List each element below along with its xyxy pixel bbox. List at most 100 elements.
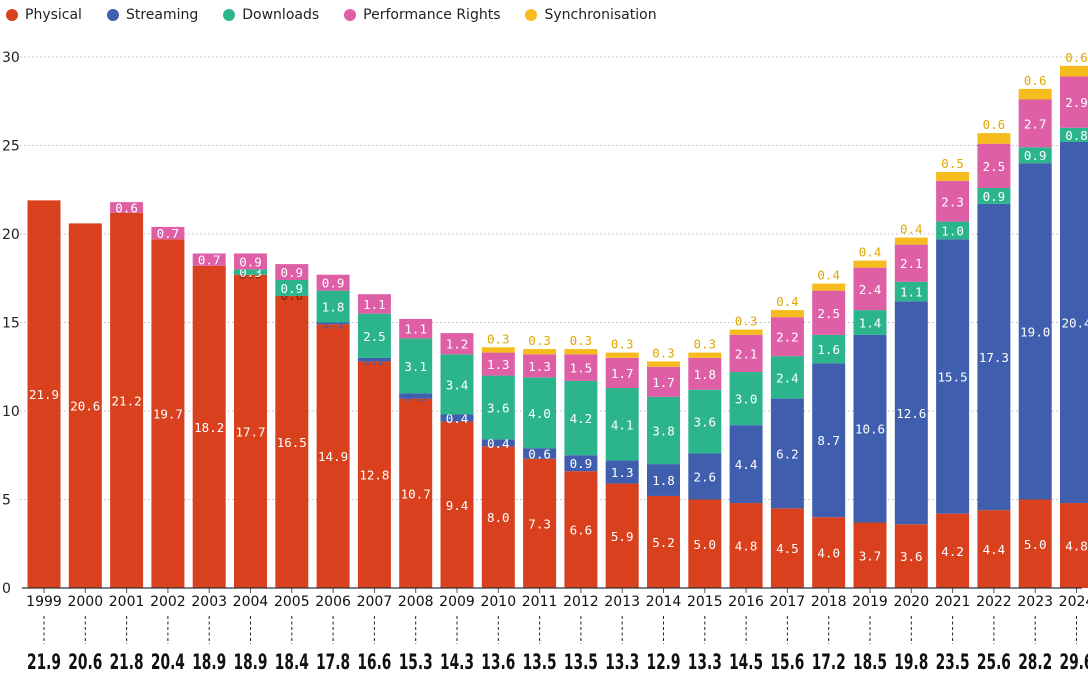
bar-segment <box>1018 163 1052 500</box>
data-label: 14.9 <box>318 449 348 464</box>
data-label: 0.6 <box>115 200 138 215</box>
data-label: 2.5 <box>363 329 386 344</box>
total-label: 21.8 <box>110 650 144 673</box>
x-tick-label: 2005 <box>274 594 310 610</box>
data-label: 1.7 <box>652 375 675 390</box>
data-label: 0.4 <box>817 268 840 283</box>
x-tick-label: 2001 <box>109 594 145 610</box>
data-label: 4.5 <box>776 541 799 556</box>
bar-segment <box>316 324 350 588</box>
legend-label: Performance Rights <box>363 7 501 23</box>
bar-segment <box>770 317 804 357</box>
data-label: 1.2 <box>446 337 469 352</box>
bar-segment <box>729 372 763 426</box>
data-label: 0.3 <box>570 333 593 348</box>
bar-segment <box>1060 76 1088 128</box>
bar-segment <box>192 265 226 588</box>
y-tick-label: 30 <box>2 50 20 66</box>
bar-segment <box>481 352 515 376</box>
total-label: 28.2 <box>1018 650 1052 673</box>
data-label: 17.3 <box>979 350 1009 365</box>
data-label: 0.8 <box>1065 128 1088 143</box>
bar-segment <box>647 366 680 397</box>
bar-segment <box>729 503 763 588</box>
data-label: 2.4 <box>859 282 882 297</box>
data-label: 0.6 <box>528 446 551 461</box>
data-label: 3.0 <box>735 392 758 407</box>
data-label: 2.1 <box>735 346 758 361</box>
bar-segment <box>688 453 722 500</box>
bar-segment <box>316 274 350 291</box>
bar-segment <box>1060 141 1088 504</box>
data-label: 1.8 <box>652 473 675 488</box>
data-label: 4.4 <box>983 542 1006 557</box>
total-label: 17.8 <box>316 650 350 673</box>
x-tick-label: 2015 <box>687 594 723 610</box>
bar-segment <box>853 310 887 335</box>
x-tick-label: 2012 <box>563 594 599 610</box>
x-tick-label: 2019 <box>852 594 888 610</box>
data-label: 2.5 <box>983 159 1006 174</box>
total-label: 13.3 <box>688 650 722 673</box>
bar-segment <box>1018 88 1052 100</box>
bar-segment <box>275 280 309 296</box>
bar-segment <box>894 244 928 282</box>
y-tick-label: 15 <box>2 316 20 332</box>
data-label: 5.9 <box>611 529 634 544</box>
bar-segment <box>605 387 639 461</box>
data-label: 17.7 <box>235 424 265 439</box>
total-label: 21.9 <box>27 650 61 673</box>
data-label: 21.2 <box>112 393 142 408</box>
bar-segment <box>1060 503 1088 588</box>
data-label: 0.3 <box>611 337 634 352</box>
bar-segment <box>234 269 267 275</box>
chart-legend: Physical Streaming Downloads Performance Ri… <box>0 4 676 26</box>
bar-segment <box>977 133 1011 144</box>
data-label: 2.4 <box>776 370 799 385</box>
data-label: 1.1 <box>363 297 386 312</box>
data-label: 6.6 <box>570 523 593 538</box>
bar-segment <box>688 499 722 588</box>
data-label: 0.6 <box>983 117 1006 132</box>
bar-segment <box>1060 127 1088 142</box>
bar-segment <box>523 349 557 355</box>
data-label: 19.7 <box>153 407 183 422</box>
data-label: 2.3 <box>941 194 964 209</box>
data-label: 0.9 <box>570 456 593 471</box>
data-label: 0.7 <box>198 253 221 268</box>
data-label: 16.5 <box>277 435 307 450</box>
y-tick-label: 10 <box>2 404 20 420</box>
x-tick-label: 2006 <box>315 594 351 610</box>
legend-swatch <box>525 9 538 21</box>
bar-segment <box>110 212 144 588</box>
bar-segment <box>440 354 474 415</box>
total-label: 20.6 <box>68 650 102 673</box>
bar-segment <box>894 281 928 302</box>
data-label: 7.3 <box>528 516 551 531</box>
data-label: 3.8 <box>652 423 675 438</box>
bar-segment <box>605 483 639 588</box>
bar-segment <box>440 414 474 422</box>
data-label: 3.6 <box>694 415 717 430</box>
bar-segment <box>399 338 433 394</box>
data-label: 2.5 <box>817 306 840 321</box>
data-label: 0.4 <box>487 436 510 451</box>
bar-segment <box>853 267 887 311</box>
bar-segment <box>729 329 763 335</box>
x-tick-label: 2018 <box>811 594 847 610</box>
data-label: 3.6 <box>487 400 510 415</box>
bar-segment <box>977 510 1011 588</box>
data-label: 4.2 <box>570 411 593 426</box>
bar-segment <box>399 318 433 339</box>
data-label: 0.5 <box>941 156 964 171</box>
bar-segment <box>688 389 722 454</box>
x-tick-label: 2003 <box>191 594 227 610</box>
data-label: 2.2 <box>776 330 799 345</box>
bar-segment <box>729 334 763 373</box>
legend-swatch <box>106 9 119 21</box>
y-tick-label: 25 <box>2 139 20 155</box>
data-label: 1.4 <box>859 316 882 331</box>
bar-segment <box>523 448 557 459</box>
data-label: 0.6 <box>1024 73 1047 88</box>
